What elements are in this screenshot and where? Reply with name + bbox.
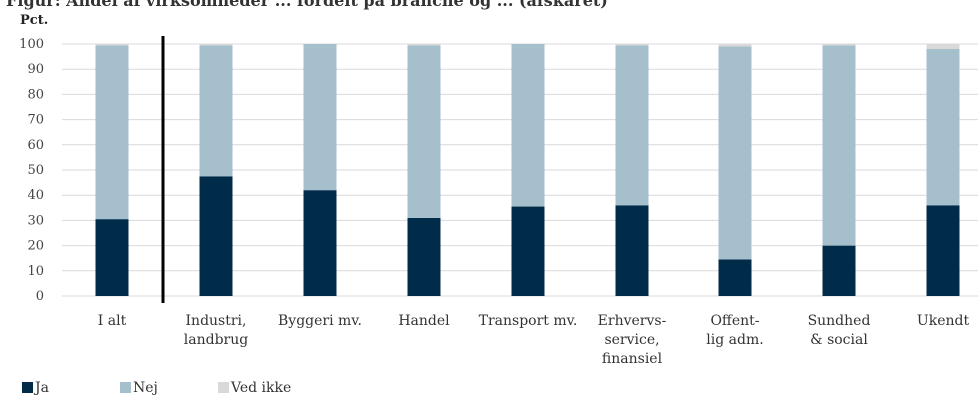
legend-label: Nej [133,380,158,396]
bar-segment-ja [95,219,129,296]
bar-segment-ja [511,206,545,296]
bar-segment-nej [615,45,649,206]
legend-swatch [120,382,131,393]
y-tick-label: 10 [27,264,44,279]
x-category-label: Industri, landbrug [184,313,248,348]
bar-segment-ja [199,176,233,296]
cropped-heading-text: Figur: Andel af virksomheder ... fordelt… [6,0,608,10]
bar-segment-ved-ikke [822,44,856,46]
x-category-label: Transport mv. [479,313,578,329]
bar-segment-ved-ikke [407,44,441,46]
bar-segment-ved-ikke [615,44,649,46]
y-tick-label: 70 [27,113,44,128]
bar-segment-nej [926,49,960,206]
bar-segment-ja [718,259,752,296]
bar-segment-ja [822,245,856,296]
y-tick-label: 40 [27,188,44,203]
bar-segment-ved-ikke [718,44,752,47]
y-axis-title: Pct. [20,13,48,28]
bar-segment-nej [407,45,441,218]
legend-swatch [22,382,33,393]
y-axis-ticks: 0 10 20 30 40 50 60 70 80 90 100 [19,37,44,304]
bar-segment-nej [718,46,752,260]
bar-segment-ved-ikke [199,44,233,46]
y-tick-label: 50 [27,163,44,178]
legend-item-nej: Nej [120,380,158,396]
bars [95,44,960,296]
x-category-label: I alt [98,313,127,329]
y-tick-label: 30 [27,213,44,228]
legend: Ja Nej Ved ikke [22,380,291,396]
x-category-label: Sundhed & social [808,313,871,348]
legend-item-ja: Ja [22,380,49,396]
bar-segment-ved-ikke [95,44,129,46]
y-tick-label: 100 [19,37,44,52]
y-tick-label: 20 [27,239,44,254]
bar-segment-nej [822,45,856,246]
x-axis-categories: I alt Industri, landbrug Byggeri mv. Handel T… [98,313,970,367]
bar-segment-nej [199,45,233,177]
y-tick-label: 60 [27,138,44,153]
x-category-label: Ukendt [917,313,970,329]
legend-item-ved-ikke: Ved ikke [218,380,291,396]
y-tick-label: 80 [27,87,44,102]
bar-segment-nej [303,44,337,191]
y-tick-label: 90 [27,62,44,77]
x-category-label: Erhvervs-service, finansiel [598,313,667,367]
title-layer: Figur: Andel af virksomheder ... fordelt… [6,0,608,10]
legend-label: Ved ikke [230,380,291,396]
bar-segment-nej [511,44,545,207]
x-category-label: Offent-lig adm. [706,313,763,348]
bar-segment-ved-ikke [926,44,960,50]
bar-segment-ja [615,205,649,296]
legend-swatch [218,382,229,393]
bar-segment-ja [303,190,337,296]
bar-segment-ja [407,217,441,296]
bar-segment-ja [926,205,960,296]
x-category-label: Handel [398,313,450,329]
y-tick-label: 0 [36,289,44,304]
bar-segment-nej [95,45,129,220]
legend-label: Ja [33,380,49,396]
x-category-label: Byggeri mv. [278,313,362,329]
